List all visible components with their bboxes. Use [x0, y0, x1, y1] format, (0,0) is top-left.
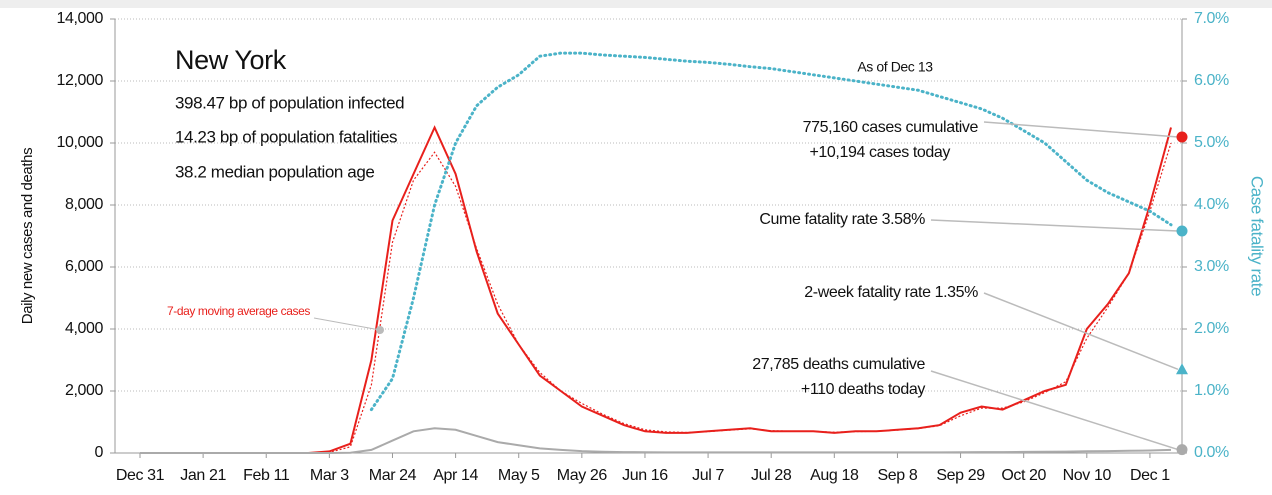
- y-axis-label: Daily new cases and deaths: [19, 148, 36, 324]
- end-marker: [1176, 225, 1188, 237]
- annotation: Cume fatality rate 3.58%: [759, 211, 925, 228]
- x-tick-label: Jul 28: [751, 467, 792, 484]
- annotation: +10,194 cases today: [809, 144, 950, 161]
- y2-tick-label: 6.0%: [1194, 72, 1229, 89]
- subtitle: 38.2 median population age: [175, 162, 374, 181]
- y2-tick-label: 3.0%: [1194, 258, 1229, 275]
- x-tick-label: Sep 29: [936, 467, 985, 484]
- y-tick-label: 4,000: [65, 320, 104, 337]
- y-tick-label: 0: [95, 444, 104, 461]
- callout: [983, 121, 1179, 138]
- y-tick-label: 8,000: [65, 196, 104, 213]
- y-tick-label: 10,000: [56, 134, 103, 151]
- end-marker: [1176, 131, 1188, 143]
- x-tick-label: Jun 16: [622, 467, 668, 484]
- x-tick-label: Sep 8: [878, 467, 918, 484]
- annotation: 775,160 cases cumulative: [803, 119, 979, 136]
- callout: [313, 317, 381, 331]
- y-tick-label: 2,000: [65, 382, 104, 399]
- x-tick-label: Nov 10: [1063, 467, 1112, 484]
- subtitle: 14.23 bp of population fatalities: [175, 127, 397, 146]
- y2-tick-label: 0.0%: [1194, 444, 1229, 461]
- y2-tick-label: 2.0%: [1194, 320, 1229, 337]
- end-marker: [1176, 363, 1188, 375]
- callout: [930, 219, 1179, 232]
- chart-title: New York: [175, 45, 287, 75]
- y-tick-label: 14,000: [56, 10, 103, 27]
- x-tick-label: Mar 24: [369, 467, 417, 484]
- x-tick-label: Mar 3: [310, 467, 349, 484]
- x-tick-label: Aug 18: [810, 467, 859, 484]
- callout: [983, 292, 1179, 370]
- y-tick-label: 12,000: [56, 72, 103, 89]
- top-band: [0, 0, 1272, 8]
- series-line: [140, 427, 1172, 454]
- y2-tick-label: 4.0%: [1194, 196, 1229, 213]
- y2-tick-label: 1.0%: [1194, 382, 1229, 399]
- y2-tick-label: 7.0%: [1194, 10, 1229, 27]
- x-tick-label: Feb 11: [243, 467, 290, 484]
- callout-dot: [376, 326, 384, 334]
- series-line: [140, 142, 1172, 454]
- series-line: [369, 51, 1173, 412]
- end-marker: [1176, 444, 1188, 456]
- x-tick-label: May 26: [557, 467, 608, 484]
- x-tick-label: May 5: [498, 467, 540, 484]
- subtitle: 398.47 bp of population infected: [175, 93, 404, 112]
- x-tick-label: Dec 31: [116, 467, 165, 484]
- y2-tick-label: 5.0%: [1194, 134, 1229, 151]
- y2-axis-label: Case fatality rate: [1248, 176, 1267, 296]
- series-label: 7-day moving average cases: [167, 304, 310, 318]
- x-tick-label: Jan 21: [180, 467, 226, 484]
- x-tick-label: Dec 1: [1130, 467, 1170, 484]
- x-tick-label: Apr 14: [433, 467, 478, 484]
- annotation: 2-week fatality rate 1.35%: [804, 284, 978, 301]
- annotation: +110 deaths today: [801, 381, 926, 398]
- annotation: 27,785 deaths cumulative: [752, 356, 925, 373]
- note: As of Dec 13: [857, 59, 933, 75]
- x-tick-label: Jul 7: [692, 467, 724, 484]
- x-tick-label: Oct 20: [1001, 467, 1046, 484]
- y-tick-label: 6,000: [65, 258, 104, 275]
- callout: [930, 370, 1179, 451]
